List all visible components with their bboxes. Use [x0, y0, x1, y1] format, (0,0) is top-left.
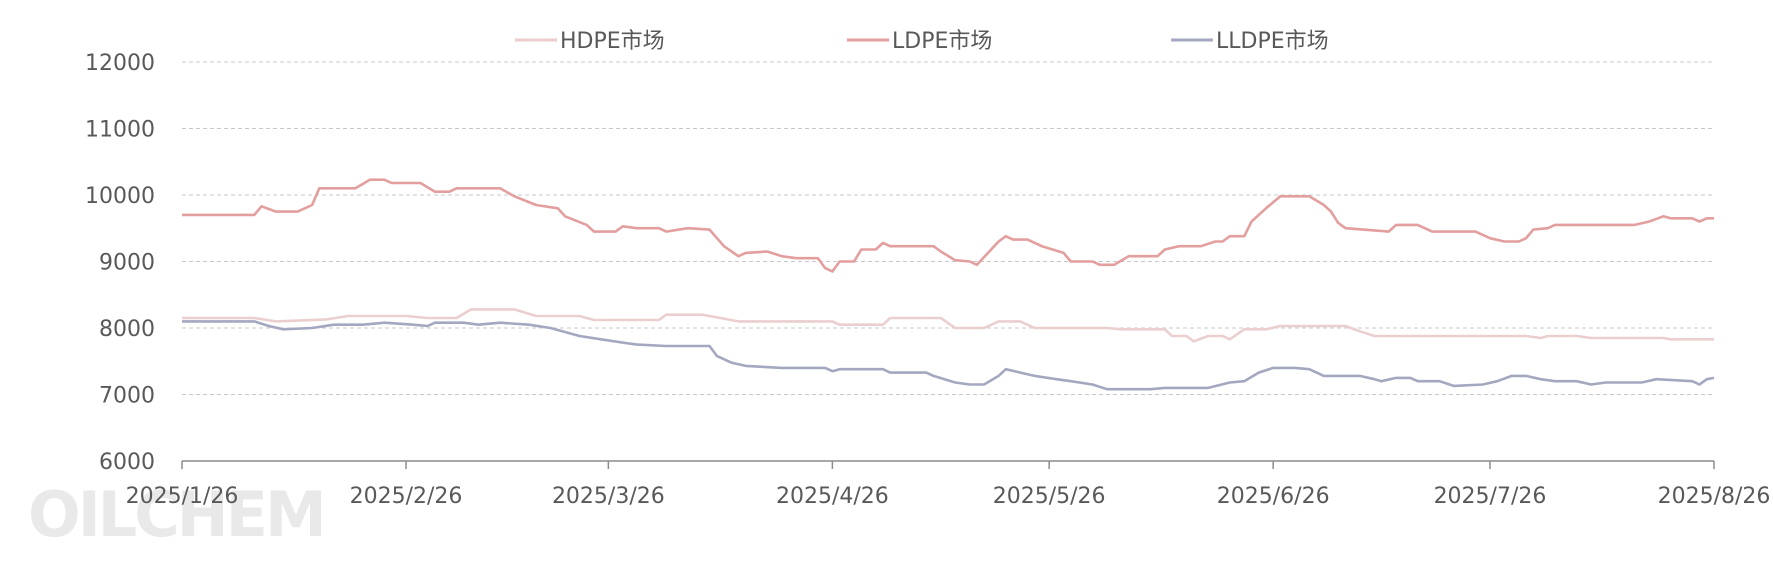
x-tick-label: 2025/2/26: [350, 484, 463, 509]
legend: HDPE市场 LDPE市场 LLDPE市场: [515, 29, 1329, 54]
x-tick-label: 2025/5/26: [993, 484, 1106, 509]
y-tick-label: 9000: [99, 251, 155, 276]
legend-label: HDPE市场: [560, 29, 665, 54]
x-tick-label: 2025/7/26: [1434, 484, 1547, 509]
legend-item: HDPE市场: [515, 29, 665, 54]
series-line-LDPE市场: [182, 178, 1714, 273]
x-tick-label: 2025/8/26: [1658, 484, 1771, 509]
legend-label: LLDPE市场: [1216, 29, 1329, 54]
legend-item: LLDPE市场: [1171, 29, 1329, 54]
legend-item: LDPE市场: [847, 29, 992, 54]
axes: 6000 7000 8000 9000 10000 11000 12000 2025/1/26…: [85, 51, 1770, 509]
x-tick-label: 2025/3/26: [552, 484, 665, 509]
y-tick-label: 8000: [99, 317, 155, 342]
y-tick-label: 10000: [85, 184, 155, 209]
legend-label: LDPE市场: [892, 29, 992, 54]
y-tick-label: 6000: [99, 450, 155, 475]
y-tick-label: 11000: [85, 118, 155, 143]
series-line-LLDPE市场: [182, 320, 1715, 391]
series-line-HDPE市场: [182, 308, 1714, 343]
x-tick-label: 2025/6/26: [1217, 484, 1330, 509]
gridlines: [182, 61, 1714, 395]
series-lines: [182, 178, 1715, 391]
watermark-oilchem: OILCHEM: [28, 478, 324, 551]
y-tick-label: 12000: [85, 51, 155, 76]
x-tick-label: 2025/1/26: [126, 484, 239, 509]
y-tick-label: 7000: [99, 384, 155, 409]
x-tick-label: 2025/4/26: [776, 484, 889, 509]
